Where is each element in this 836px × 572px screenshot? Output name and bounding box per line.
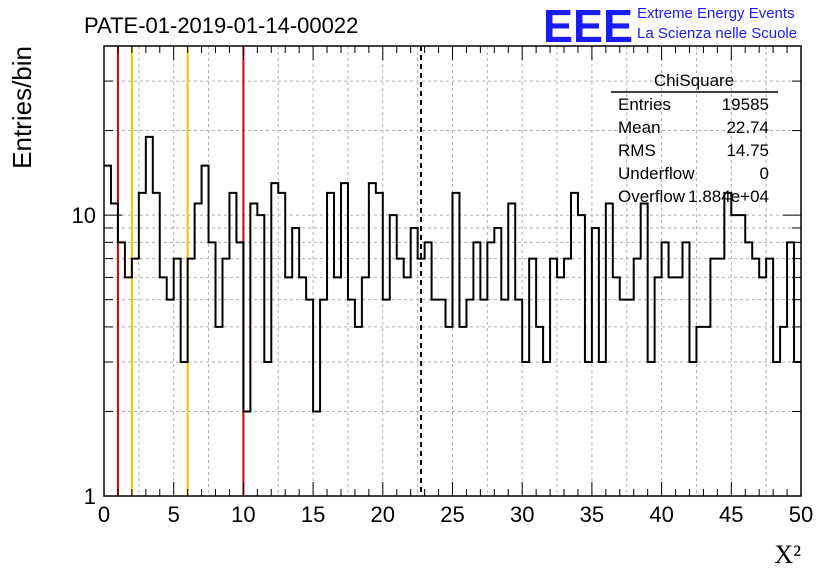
stats-row-label: Underflow — [618, 164, 695, 183]
stats-row-label: Mean — [618, 118, 661, 137]
x-tick-label: 5 — [168, 502, 180, 527]
stats-box: ChiSquare Entries 19585 Mean 22.74 RMS 14.75 U… — [611, 71, 778, 206]
vertical-reference-lines — [116, 46, 422, 496]
eee-logo: EEE Extreme Energy Events La Scienza nel… — [543, 0, 797, 52]
stats-row-value: 14.75 — [726, 141, 769, 160]
x-tick-label: 30 — [510, 502, 534, 527]
eee-logo-line1: Extreme Energy Events — [637, 5, 795, 22]
eee-logo-mark: EEE — [543, 0, 633, 52]
stats-box-title: ChiSquare — [654, 71, 734, 90]
stats-row-value: 19585 — [722, 95, 769, 114]
x-tick-label: 15 — [301, 502, 325, 527]
stats-box-rows: Entries 19585 Mean 22.74 RMS 14.75 Underflow 0 O… — [618, 95, 769, 206]
stats-row-label: Entries — [618, 95, 671, 114]
y-axis-label: Entries/bin — [7, 46, 37, 169]
stats-row-value: 22.74 — [726, 118, 769, 137]
eee-logo-line2: La Scienza nelle Scuole — [637, 25, 797, 42]
x-tick-label: 35 — [580, 502, 604, 527]
chart-title: PATE-01-2019-01-14-00022 — [84, 13, 358, 38]
stats-row-value: 1.884e+04 — [688, 187, 769, 206]
x-tick-label: 0 — [98, 502, 110, 527]
tick-labels: 0 5 10 15 20 25 30 35 40 45 50 1 10 — [72, 203, 814, 527]
x-tick-label: 20 — [371, 502, 395, 527]
histogram-series-line — [104, 135, 801, 413]
y-tick-label: 10 — [72, 203, 96, 228]
axis-ticks — [103, 46, 802, 497]
x-tick-label: 40 — [649, 502, 673, 527]
stats-row-label: RMS — [618, 141, 656, 160]
stats-row-label: Overflow — [618, 187, 686, 206]
y-tick-label: 1 — [84, 484, 96, 509]
x-tick-label: 10 — [231, 502, 255, 527]
stats-row-value: 0 — [760, 164, 769, 183]
x-tick-label: 25 — [440, 502, 464, 527]
x-axis-label: X² — [774, 540, 801, 569]
x-tick-label: 50 — [789, 502, 813, 527]
x-tick-label: 45 — [719, 502, 743, 527]
